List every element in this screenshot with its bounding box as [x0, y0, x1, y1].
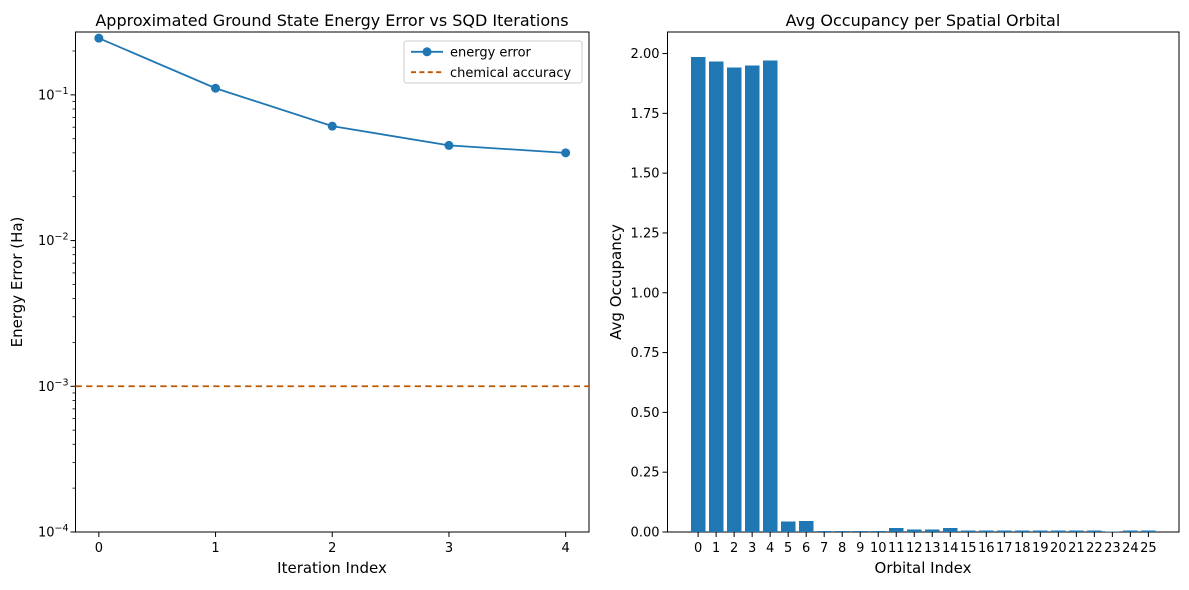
- occupancy-bar-0: [690, 57, 706, 532]
- legend-sample-marker: [422, 47, 432, 57]
- occupancy-bar-6: [798, 520, 814, 532]
- x-tick-label: 14: [942, 541, 959, 556]
- y-tick-label: 1.25: [631, 226, 660, 241]
- x-tick-label: 3: [445, 541, 453, 556]
- x-tick-label: 7: [820, 541, 828, 556]
- x-tick-label: 20: [1050, 541, 1067, 556]
- left-plot-title: Approximated Ground State Energy Error v…: [95, 11, 569, 30]
- occupancy-bar-3: [744, 65, 760, 532]
- x-tick-label: 2: [730, 541, 738, 556]
- occupancy-bar-21: [1069, 530, 1084, 532]
- x-tick-label: 16: [978, 541, 995, 556]
- x-tick-label: 17: [996, 541, 1013, 556]
- x-tick-label: 5: [784, 541, 792, 556]
- x-tick-label: 1: [712, 541, 720, 556]
- x-tick-label: 4: [766, 541, 774, 556]
- x-tick-label: 3: [748, 541, 756, 556]
- right-plot-ylabel: Avg Occupancy: [607, 224, 625, 340]
- y-tick-label: 2.00: [631, 47, 660, 62]
- x-tick-label: 25: [1140, 541, 1157, 556]
- x-tick-label: 13: [924, 541, 941, 556]
- x-tick-label: 18: [1014, 541, 1031, 556]
- legend-box: [403, 40, 583, 84]
- occupancy-bar-19: [1033, 530, 1048, 532]
- x-tick-label: 2: [328, 541, 336, 556]
- energy-error-marker: [561, 148, 571, 158]
- x-tick-label: 22: [1086, 541, 1103, 556]
- x-tick-label: 1: [211, 541, 219, 556]
- y-tick-label: 0.00: [631, 526, 660, 541]
- left-plot-ylabel: Energy Error (Ha): [8, 216, 26, 348]
- occupancy-bar-15: [961, 530, 976, 532]
- occupancy-bar-2: [726, 67, 742, 532]
- y-tick-label: 10−2: [38, 232, 69, 250]
- y-tick-label: 0.50: [631, 406, 660, 421]
- occupancy-bar-12: [907, 529, 922, 532]
- occupancy-bar-16: [979, 530, 994, 532]
- occupancy-bar-8: [834, 530, 850, 532]
- occupancy-bar-5: [780, 521, 796, 532]
- energy-error-marker: [211, 83, 221, 93]
- x-tick-label: 15: [960, 541, 977, 556]
- x-tick-label: 8: [838, 541, 846, 556]
- x-tick-label: 0: [694, 541, 702, 556]
- right-plot-title: Avg Occupancy per Spatial Orbital: [785, 11, 1061, 30]
- legend-entry-label: chemical accuracy: [450, 66, 571, 81]
- legend-entry-label: energy error: [450, 46, 532, 61]
- occupancy-bar-22: [1087, 530, 1102, 532]
- x-tick-label: 23: [1104, 541, 1121, 556]
- left-plot-xlabel: Iteration Index: [277, 559, 387, 577]
- y-tick-label: 0.25: [631, 466, 660, 481]
- occupancy-bar-1: [708, 61, 724, 533]
- occupancy-bar-24: [1123, 530, 1138, 532]
- occupancy-bar-plot: 0.000.250.500.751.001.251.501.752.000 1 2 3…: [631, 31, 1180, 556]
- energy-error-line-plot: 10−1 10−2 10−3 10−4 0 1 2 3 4 energy error chemica…: [38, 31, 590, 556]
- y-tick-label: 10−3: [38, 377, 69, 395]
- x-tick-label: 6: [802, 541, 810, 556]
- occupancy-bar-9: [853, 530, 868, 532]
- occupancy-bar-14: [943, 528, 958, 532]
- x-tick-label: 12: [906, 541, 923, 556]
- occupancy-bar-18: [1015, 530, 1030, 532]
- y-tick-label: 10−4: [38, 523, 69, 541]
- occupancy-bar-11: [889, 528, 904, 532]
- y-tick-label: 1.50: [631, 167, 660, 182]
- occupancy-bar-20: [1051, 530, 1066, 532]
- occupancy-bar-10: [871, 530, 886, 532]
- energy-error-marker: [94, 33, 104, 43]
- occupancy-bar-4: [762, 60, 778, 533]
- occupancy-bar-25: [1141, 530, 1156, 532]
- y-tick-label: 1.75: [631, 107, 660, 122]
- x-tick-label: 0: [95, 541, 103, 556]
- y-tick-label: 0.75: [631, 346, 660, 361]
- occupancy-bar-13: [925, 529, 940, 532]
- y-tick-label: 10−1: [38, 86, 69, 104]
- occupancy-bar-7: [816, 530, 832, 532]
- x-tick-label: 21: [1068, 541, 1085, 556]
- left-axes-frame: [75, 31, 590, 533]
- x-tick-label: 10: [870, 541, 887, 556]
- x-tick-label: 11: [888, 541, 905, 556]
- x-tick-label: 19: [1032, 541, 1049, 556]
- y-tick-label: 1.00: [631, 286, 660, 301]
- right-plot-xlabel: Orbital Index: [874, 559, 972, 577]
- energy-error-marker: [444, 140, 454, 150]
- x-tick-label: 9: [856, 541, 864, 556]
- x-tick-label: 24: [1122, 541, 1139, 556]
- occupancy-bar-17: [997, 530, 1012, 532]
- right-axes-frame: [667, 31, 1180, 533]
- energy-error-marker: [327, 121, 337, 131]
- x-tick-label: 4: [562, 541, 570, 556]
- legend: energy error chemical accuracy: [403, 40, 583, 84]
